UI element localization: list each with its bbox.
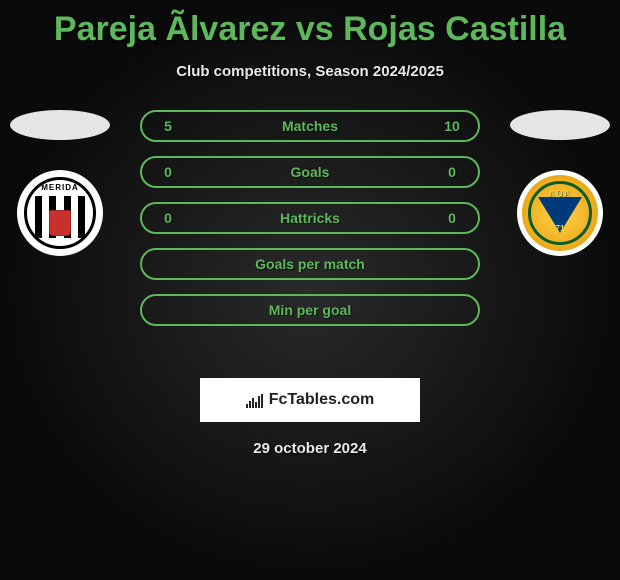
stat-label: Goals [178, 164, 442, 180]
stat-row-matches: 5 Matches 10 [140, 110, 480, 142]
stat-label: Matches [178, 118, 442, 134]
merida-badge-icon: MERIDA [24, 177, 96, 249]
ada-badge-text: ADA [549, 189, 572, 199]
left-player-column: MERIDA [0, 110, 120, 256]
stat-label: Hattricks [178, 210, 442, 226]
merida-badge-text: MERIDA [27, 183, 93, 192]
left-player-avatar [10, 110, 110, 140]
footer-brand-text: FcTables.com [269, 391, 375, 409]
footer-date: 29 october 2024 [0, 440, 620, 457]
ada-badge-icon: ADA 71 [522, 175, 598, 251]
stat-value-left: 0 [158, 164, 178, 180]
stat-row-hattricks: 0 Hattricks 0 [140, 202, 480, 234]
merida-crest [49, 210, 71, 236]
stat-label: Goals per match [158, 256, 462, 272]
stat-value-right: 0 [442, 164, 462, 180]
chart-icon [246, 392, 263, 408]
page-title: Pareja Ãlvarez vs Rojas Castilla [0, 0, 620, 49]
right-club-badge: ADA 71 [517, 170, 603, 256]
stat-row-goals: 0 Goals 0 [140, 156, 480, 188]
right-player-column: ADA 71 [500, 110, 620, 256]
stat-value-right: 0 [442, 210, 462, 226]
stat-row-min-per-goal: Min per goal [140, 294, 480, 326]
stats-column: 5 Matches 10 0 Goals 0 0 Hattricks 0 Goa… [140, 110, 480, 326]
stat-value-right: 10 [442, 118, 462, 134]
left-club-badge: MERIDA [17, 170, 103, 256]
footer-brand-box[interactable]: FcTables.com [200, 378, 420, 422]
subtitle: Club competitions, Season 2024/2025 [0, 63, 620, 80]
right-player-avatar [510, 110, 610, 140]
comparison-area: MERIDA 5 Matches 10 0 Goals 0 0 Hattrick… [0, 110, 620, 360]
stat-value-left: 0 [158, 210, 178, 226]
stat-row-goals-per-match: Goals per match [140, 248, 480, 280]
ada-badge-number: 71 [556, 224, 565, 233]
stat-value-left: 5 [158, 118, 178, 134]
stat-label: Min per goal [158, 302, 462, 318]
